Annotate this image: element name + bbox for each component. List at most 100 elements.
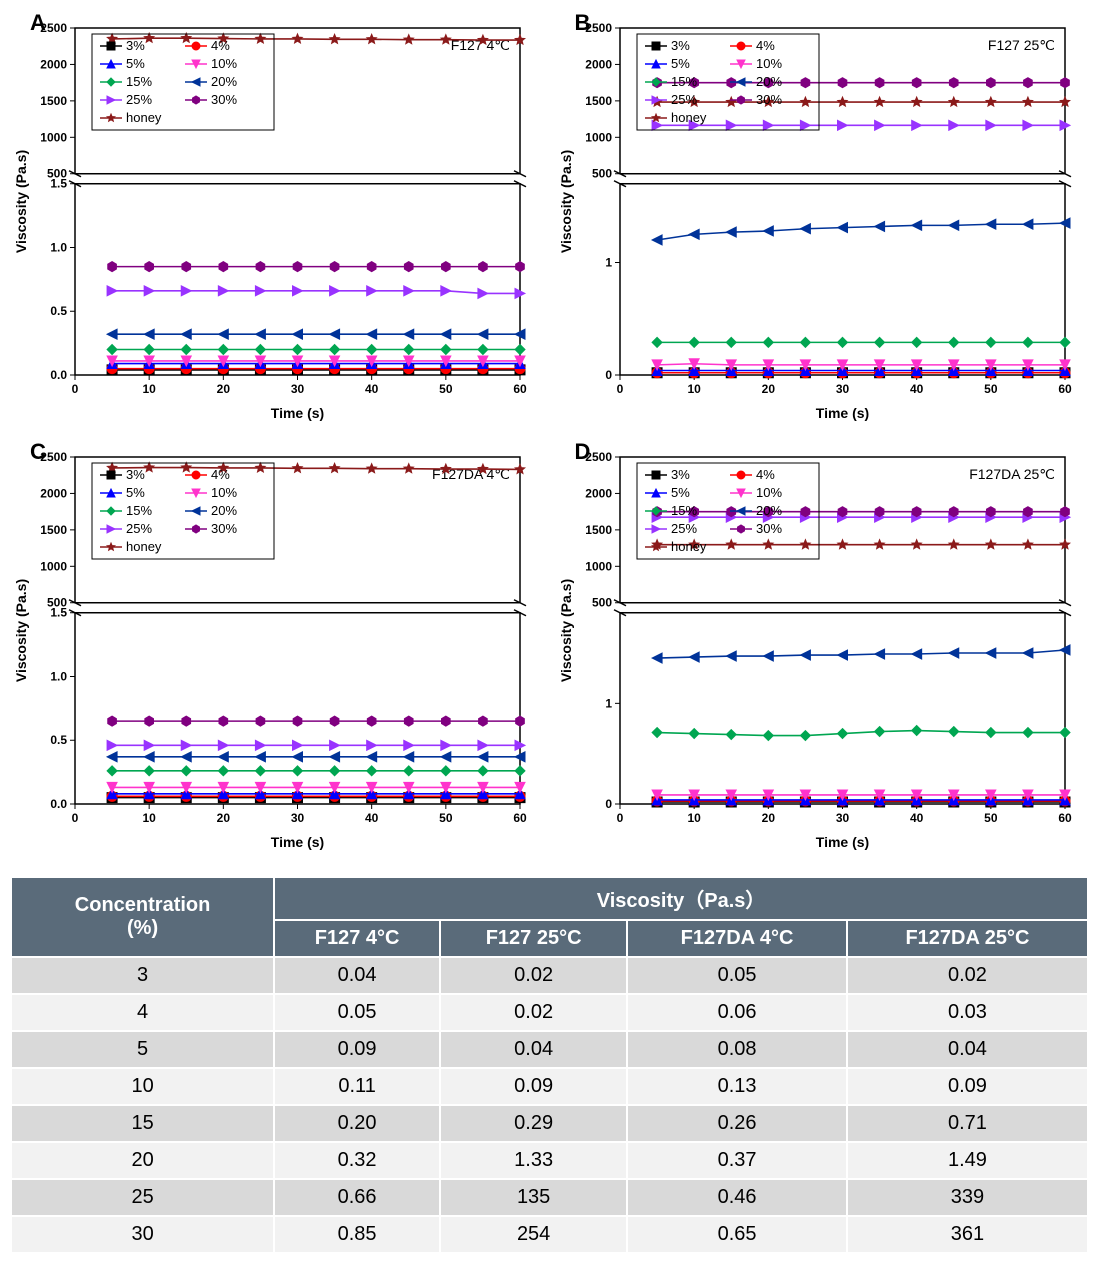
svg-text:60: 60 — [513, 382, 527, 396]
svg-text:honey: honey — [126, 110, 162, 125]
table-cell: 1.33 — [440, 1142, 627, 1179]
table-cell: 0.71 — [847, 1105, 1088, 1142]
svg-text:50: 50 — [439, 382, 453, 396]
svg-text:3%: 3% — [671, 38, 690, 53]
svg-text:0.0: 0.0 — [50, 368, 67, 382]
svg-text:1000: 1000 — [40, 559, 67, 573]
svg-text:30%: 30% — [211, 92, 237, 107]
svg-text:15%: 15% — [671, 503, 697, 518]
svg-text:10%: 10% — [211, 485, 237, 500]
svg-text:0: 0 — [605, 797, 612, 811]
svg-text:Time (s): Time (s) — [815, 405, 868, 421]
svg-text:30%: 30% — [756, 92, 782, 107]
svg-text:honey: honey — [671, 110, 707, 125]
panel-C: C0102030405060Time (s)Viscosity (Pa.s)50… — [10, 439, 545, 864]
svg-text:20: 20 — [217, 811, 231, 825]
svg-text:50: 50 — [984, 811, 998, 825]
svg-text:40: 40 — [365, 382, 379, 396]
table-cell: 0.65 — [627, 1216, 847, 1253]
table-cell: 339 — [847, 1179, 1088, 1216]
table-cell: 25 — [11, 1179, 274, 1216]
svg-text:5%: 5% — [126, 56, 145, 71]
svg-text:honey: honey — [126, 539, 162, 554]
svg-text:1000: 1000 — [585, 130, 612, 144]
table-cell: 0.03 — [847, 994, 1088, 1031]
table-cell: 0.46 — [627, 1179, 847, 1216]
svg-text:4%: 4% — [756, 38, 775, 53]
table-cell: 0.05 — [274, 994, 440, 1031]
table-cell: 0.26 — [627, 1105, 847, 1142]
panel-A: A0102030405060Time (s)Viscosity (Pa.s)50… — [10, 10, 545, 435]
table-cell: 10 — [11, 1068, 274, 1105]
svg-text:20%: 20% — [756, 74, 782, 89]
svg-text:40: 40 — [909, 382, 923, 396]
table-cell: 0.04 — [274, 957, 440, 994]
table-cell: 0.08 — [627, 1031, 847, 1068]
svg-text:10: 10 — [687, 811, 701, 825]
svg-text:F127DA 25℃: F127DA 25℃ — [969, 466, 1055, 482]
table-cell: 0.02 — [440, 957, 627, 994]
svg-text:10%: 10% — [756, 56, 782, 71]
table-cell: 0.09 — [847, 1068, 1088, 1105]
svg-text:4%: 4% — [211, 467, 230, 482]
svg-text:10: 10 — [687, 382, 701, 396]
viscosity-table: Concentration(%)Viscosity（Pa.s）F127 4°C F… — [10, 876, 1089, 1254]
svg-text:10: 10 — [142, 382, 156, 396]
table-cell: 0.85 — [274, 1216, 440, 1253]
table-col-header: F127 4°C — [274, 920, 440, 957]
svg-text:2000: 2000 — [585, 57, 612, 71]
panel-B: B0102030405060Time (s)Viscosity (Pa.s)50… — [555, 10, 1090, 435]
svg-text:5%: 5% — [671, 485, 690, 500]
svg-text:30%: 30% — [211, 521, 237, 536]
svg-text:30%: 30% — [756, 521, 782, 536]
svg-text:30: 30 — [291, 811, 305, 825]
svg-text:60: 60 — [1058, 382, 1072, 396]
svg-text:2000: 2000 — [40, 486, 67, 500]
svg-text:50: 50 — [984, 382, 998, 396]
svg-text:1500: 1500 — [585, 523, 612, 537]
svg-text:40: 40 — [365, 811, 379, 825]
svg-text:1.5: 1.5 — [50, 606, 67, 620]
svg-text:1000: 1000 — [585, 559, 612, 573]
panel-label-C: C — [30, 439, 46, 465]
svg-text:1000: 1000 — [40, 130, 67, 144]
table-cell: 5 — [11, 1031, 274, 1068]
svg-text:20%: 20% — [756, 503, 782, 518]
svg-text:40: 40 — [909, 811, 923, 825]
svg-text:15%: 15% — [126, 74, 152, 89]
table-row-header: Concentration(%) — [11, 877, 274, 957]
svg-text:20%: 20% — [211, 503, 237, 518]
svg-text:25%: 25% — [126, 92, 152, 107]
svg-text:30: 30 — [835, 811, 849, 825]
svg-text:0: 0 — [72, 811, 79, 825]
svg-text:4%: 4% — [211, 38, 230, 53]
svg-text:25%: 25% — [126, 521, 152, 536]
svg-text:0.0: 0.0 — [50, 797, 67, 811]
svg-text:20: 20 — [761, 811, 775, 825]
svg-text:Viscosity (Pa.s): Viscosity (Pa.s) — [558, 579, 574, 682]
table-header-group: Viscosity（Pa.s） — [274, 877, 1088, 920]
svg-text:30: 30 — [291, 382, 305, 396]
svg-text:1: 1 — [605, 255, 612, 269]
svg-text:500: 500 — [591, 596, 611, 610]
svg-text:1500: 1500 — [40, 523, 67, 537]
svg-text:3%: 3% — [126, 467, 145, 482]
svg-text:50: 50 — [439, 811, 453, 825]
table-cell: 4 — [11, 994, 274, 1031]
table-body: 30.040.020.050.0240.050.020.060.0350.090… — [11, 957, 1088, 1253]
table-cell: 0.20 — [274, 1105, 440, 1142]
table-cell: 30 — [11, 1216, 274, 1253]
svg-text:0: 0 — [616, 811, 623, 825]
svg-text:20: 20 — [761, 382, 775, 396]
svg-text:2000: 2000 — [585, 486, 612, 500]
svg-text:500: 500 — [591, 167, 611, 181]
table-col-header: F127DA 25°C — [847, 920, 1088, 957]
svg-text:1500: 1500 — [585, 94, 612, 108]
table-cell: 135 — [440, 1179, 627, 1216]
table-cell: 0.11 — [274, 1068, 440, 1105]
svg-text:10: 10 — [142, 811, 156, 825]
table-cell: 0.66 — [274, 1179, 440, 1216]
svg-text:5%: 5% — [671, 56, 690, 71]
table-cell: 0.09 — [274, 1031, 440, 1068]
panel-D: D0102030405060Time (s)Viscosity (Pa.s)50… — [555, 439, 1090, 864]
